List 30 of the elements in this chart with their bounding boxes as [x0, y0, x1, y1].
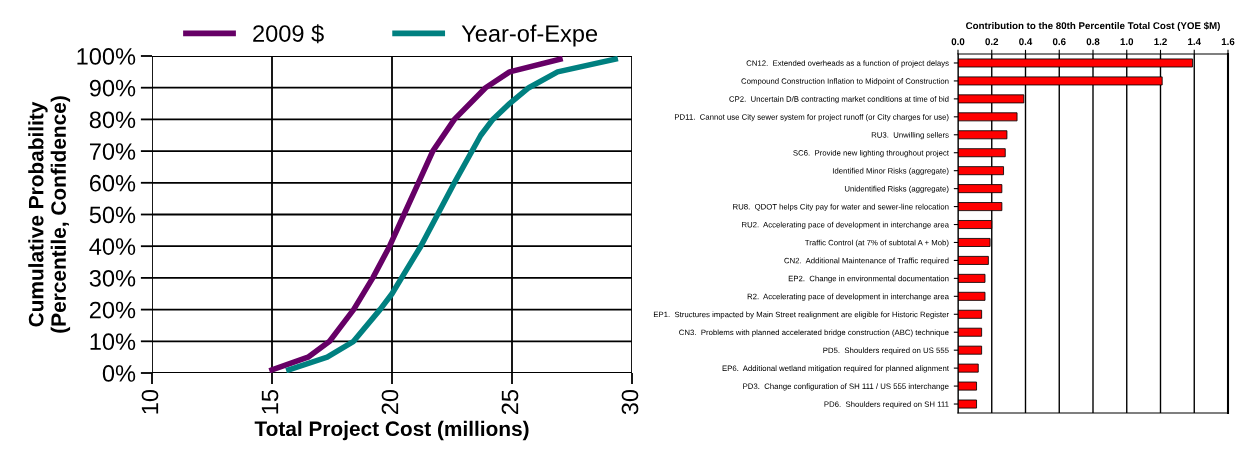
- y-tick-label: 80%: [89, 111, 136, 129]
- y-tick-label: 100%: [77, 48, 136, 65]
- x-tick-label: 1.4: [1188, 38, 1201, 46]
- x-tick-label: 25: [501, 389, 519, 415]
- y-tick-label: 50%: [89, 206, 136, 224]
- x-tick-label: 0.0: [951, 38, 965, 46]
- x-tick-label: 1.2: [1154, 38, 1167, 46]
- legend-label: 2009 $: [253, 24, 324, 44]
- y-tick-label: 90%: [89, 79, 136, 97]
- y-tick-label: 40%: [89, 238, 136, 255]
- y-tick-label: 60%: [89, 174, 136, 192]
- x-tick-label: 0.6: [1052, 38, 1066, 46]
- x-tick-label: 0.2: [985, 38, 999, 46]
- y-tick-label: 70%: [89, 143, 136, 160]
- legend-label: Year-of-Expe: [461, 24, 598, 47]
- x-tick-label: 1.6: [1221, 38, 1235, 46]
- x-tick-label: 0.8: [1086, 38, 1100, 46]
- y-tick-label: 10%: [90, 333, 136, 351]
- y-axis-title: Cumulative Probability (Percentile, Confidence): [28, 96, 71, 333]
- x-tick-label: 30: [621, 389, 639, 415]
- y-tick-label: 0%: [102, 365, 136, 382]
- y-tick-label: 30%: [89, 269, 136, 287]
- x-tick-label: 20: [381, 389, 399, 415]
- x-tick-label: 10: [141, 389, 159, 414]
- x-tick-label: 0.4: [1019, 38, 1033, 46]
- x-tick-label: 1.0: [1120, 38, 1134, 46]
- x-axis-title: Total Project Cost (millions): [254, 420, 529, 441]
- x-tick-label: 15: [261, 389, 279, 414]
- y-tick-label: 20%: [89, 301, 136, 319]
- chart-title: Contribution to the 80th Percentile Total Cost (YOE $M): [966, 21, 1220, 32]
